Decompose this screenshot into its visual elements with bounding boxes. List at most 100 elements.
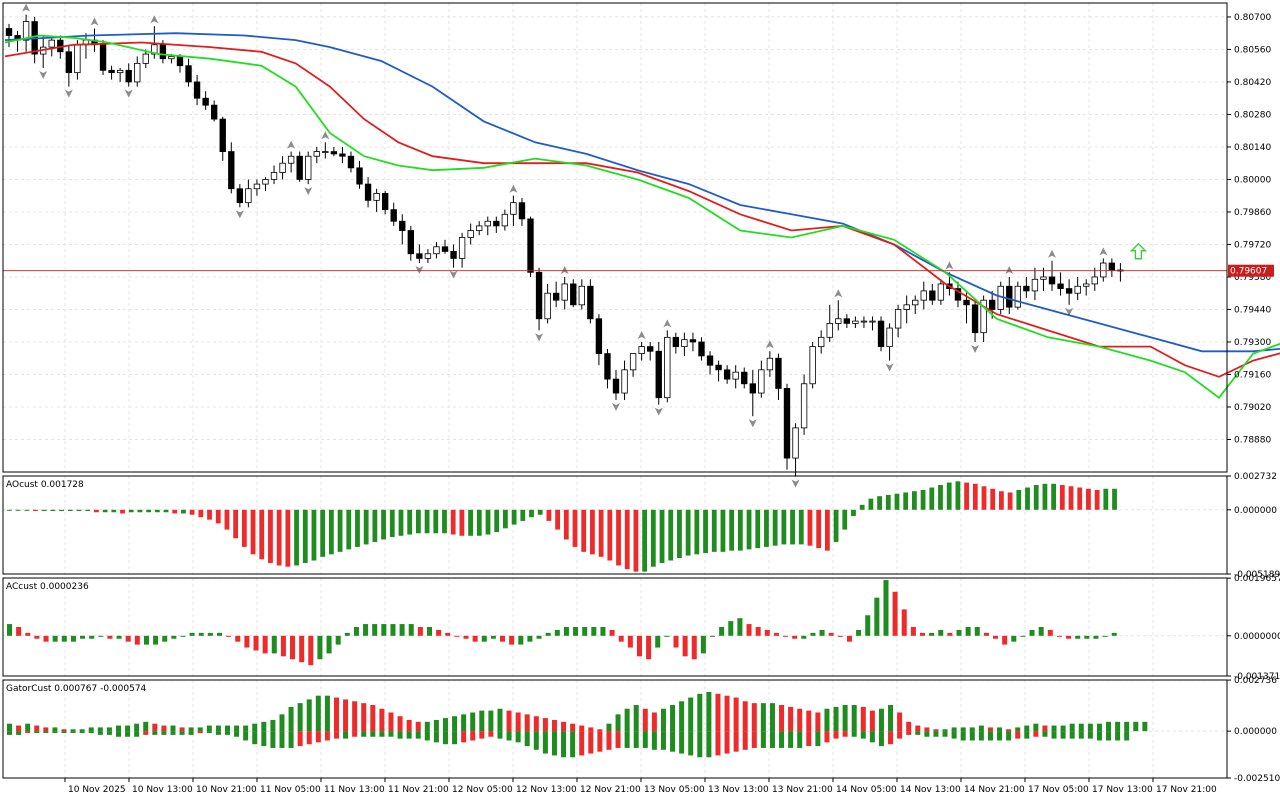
candle[interactable] [1014, 281, 1021, 310]
candle[interactable] [672, 332, 680, 354]
candle[interactable] [399, 214, 406, 245]
candle[interactable] [99, 40, 107, 75]
candle[interactable] [835, 300, 842, 331]
candle[interactable] [758, 360, 765, 398]
candle[interactable] [706, 351, 714, 375]
candle[interactable] [134, 56, 141, 87]
candle[interactable] [860, 316, 868, 329]
candle[interactable] [715, 360, 722, 382]
candle[interactable] [296, 151, 303, 182]
candle[interactable] [595, 314, 603, 366]
candle[interactable] [886, 323, 893, 361]
candle[interactable] [937, 279, 945, 305]
candle[interactable] [552, 281, 560, 308]
candle[interactable] [279, 156, 286, 180]
candle[interactable] [1040, 267, 1047, 291]
candle[interactable] [527, 216, 534, 277]
candle[interactable] [535, 267, 543, 331]
candle[interactable] [510, 195, 517, 226]
candle[interactable] [570, 279, 577, 308]
candle[interactable] [638, 341, 645, 361]
candle[interactable] [1048, 260, 1056, 291]
candle[interactable] [5, 23, 13, 48]
candle[interactable] [270, 165, 278, 185]
candle[interactable] [381, 191, 389, 215]
candle[interactable] [476, 221, 483, 236]
candle[interactable] [749, 369, 756, 417]
candle[interactable] [185, 58, 192, 87]
candle[interactable] [775, 353, 782, 401]
candle[interactable] [826, 304, 833, 342]
candle[interactable] [219, 116, 226, 161]
candle[interactable] [501, 209, 509, 231]
candle[interactable] [125, 63, 132, 87]
candle[interactable] [629, 353, 637, 377]
candle[interactable] [869, 316, 876, 331]
candle[interactable] [116, 68, 124, 82]
candle[interactable] [1031, 267, 1039, 301]
candle[interactable] [920, 281, 927, 310]
ac-pane[interactable] [7, 580, 1117, 666]
candle[interactable] [1091, 267, 1098, 291]
candle[interactable] [322, 142, 329, 159]
candle[interactable] [723, 365, 731, 384]
candle[interactable] [664, 330, 671, 403]
candle[interactable] [65, 44, 73, 87]
candle[interactable] [108, 65, 115, 80]
candle[interactable] [929, 283, 936, 305]
candle[interactable] [800, 374, 808, 435]
candle[interactable] [954, 281, 962, 308]
candle[interactable] [809, 341, 816, 389]
candle[interactable] [818, 330, 825, 354]
candle[interactable] [48, 35, 55, 57]
candle[interactable] [655, 341, 662, 405]
candle[interactable] [364, 177, 372, 208]
candle[interactable] [433, 242, 440, 259]
candle[interactable] [82, 33, 90, 59]
candle[interactable] [74, 40, 81, 80]
candle[interactable] [305, 151, 312, 185]
candle[interactable] [330, 146, 338, 157]
candle[interactable] [202, 91, 209, 110]
candle[interactable] [262, 177, 269, 192]
candle[interactable] [287, 151, 295, 173]
candle[interactable] [1057, 272, 1064, 296]
candle[interactable] [741, 367, 748, 389]
candle[interactable] [236, 184, 244, 208]
candle[interactable] [877, 316, 885, 352]
candle[interactable] [31, 16, 38, 64]
candle[interactable] [1074, 276, 1081, 301]
gator-pane[interactable] [7, 691, 1148, 758]
candle[interactable] [689, 332, 697, 352]
candle[interactable] [766, 351, 774, 377]
candle[interactable] [407, 225, 414, 261]
candle[interactable] [339, 146, 346, 164]
candle[interactable] [980, 295, 987, 342]
candle[interactable] [1108, 258, 1116, 277]
candle[interactable] [458, 232, 466, 268]
candle[interactable] [450, 244, 457, 268]
candle[interactable] [245, 179, 252, 208]
candle[interactable] [1117, 263, 1124, 282]
candle[interactable] [783, 383, 791, 470]
candle[interactable] [1023, 276, 1030, 298]
candle[interactable] [373, 188, 380, 212]
candle[interactable] [211, 100, 218, 122]
candle[interactable] [681, 332, 688, 356]
candle[interactable] [347, 151, 355, 173]
candle[interactable] [903, 295, 910, 324]
candle[interactable] [894, 304, 902, 338]
candle[interactable] [493, 216, 500, 233]
candle[interactable] [561, 276, 568, 310]
candle[interactable] [698, 337, 705, 361]
candle[interactable] [587, 279, 594, 324]
candle[interactable] [971, 300, 979, 342]
candle[interactable] [621, 360, 628, 401]
candle[interactable] [22, 14, 30, 52]
candle[interactable] [356, 160, 363, 189]
candle[interactable] [193, 74, 201, 106]
candle[interactable] [467, 223, 474, 245]
candle[interactable] [1065, 279, 1073, 305]
candle[interactable] [518, 198, 526, 226]
